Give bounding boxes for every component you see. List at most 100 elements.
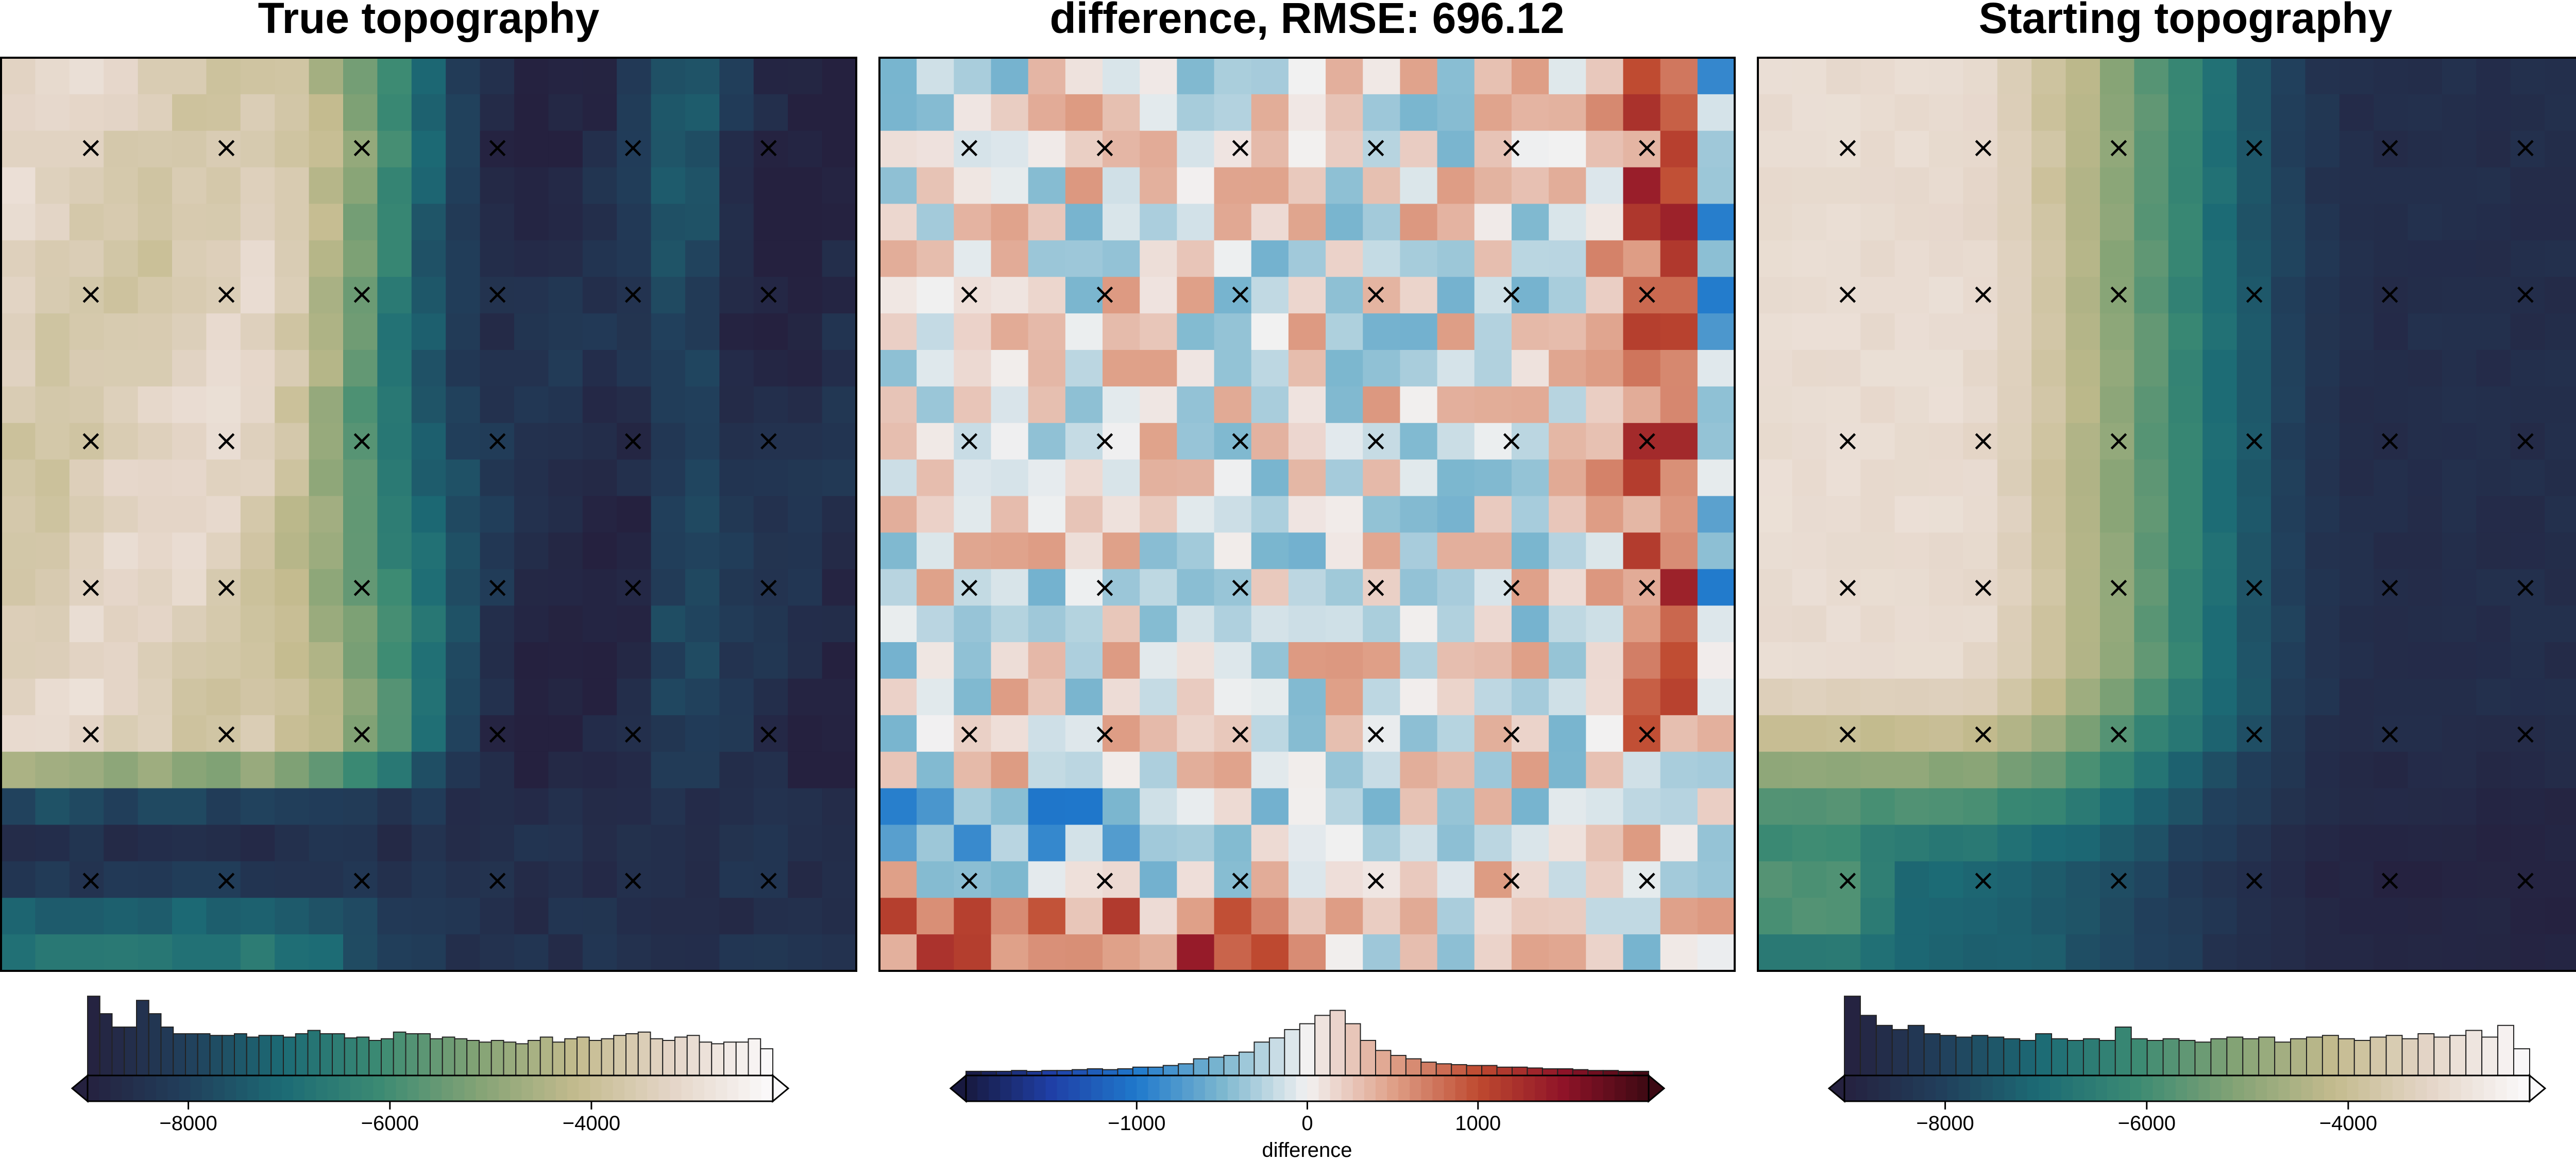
heatmap-cell xyxy=(1140,715,1178,752)
heatmap-cell xyxy=(1474,459,1512,497)
heatmap-cell xyxy=(1363,94,1401,131)
panel-difference: difference, RMSE: 696.12 × × × × × ×× × × × × ×× × ×… xyxy=(878,0,1736,1160)
heatmap-cell xyxy=(2031,715,2066,752)
colorbar-extend-high xyxy=(1648,1073,1666,1103)
heatmap-cell xyxy=(1963,825,1998,862)
heatmap-cell xyxy=(1437,934,1475,971)
heatmap-cell xyxy=(685,788,720,826)
grid-marker: × xyxy=(2107,424,2131,458)
heatmap-cell xyxy=(1251,825,1289,862)
heatmap-cell xyxy=(548,459,583,497)
heatmap-cell xyxy=(1929,898,1964,935)
heatmap-cell xyxy=(1251,861,1289,899)
heatmap-cell xyxy=(617,678,652,716)
heatmap-cell xyxy=(2031,934,2066,971)
heatmap-cell xyxy=(753,788,788,826)
heatmap-cell xyxy=(822,58,857,95)
heatmap-cell xyxy=(1860,240,1895,278)
heatmap-cell xyxy=(753,715,788,752)
heatmap-cell xyxy=(2168,678,2203,716)
heatmap-cell xyxy=(1826,94,1861,131)
colorbar-segment xyxy=(1432,1075,1445,1101)
heatmap-cell xyxy=(2510,277,2545,314)
heatmap-cell xyxy=(2031,94,2066,131)
heatmap-cell xyxy=(822,94,857,131)
heatmap-cell xyxy=(1697,898,1735,935)
heatmap-cell xyxy=(1792,423,1827,460)
heatmap-cell xyxy=(2168,240,2203,278)
heatmap-cell xyxy=(2545,423,2576,460)
heatmap-cell xyxy=(1103,861,1141,899)
heatmap-cell xyxy=(275,934,310,971)
heatmap-cell xyxy=(1474,350,1512,387)
heatmap-cell xyxy=(240,569,275,606)
heatmap-cell xyxy=(1997,58,2032,95)
heatmap-cell xyxy=(1400,642,1438,679)
heatmap-cell xyxy=(651,532,686,570)
heatmap-cell xyxy=(954,898,992,935)
heatmap-cell xyxy=(651,423,686,460)
heatmap-cell xyxy=(1140,898,1178,935)
heatmap-cell xyxy=(2510,496,2545,533)
heatmap-cell xyxy=(206,459,241,497)
heatmap-cell xyxy=(514,240,549,278)
heatmap-cell xyxy=(2476,130,2511,168)
heatmap-cell xyxy=(1103,496,1141,533)
colorbar-segment xyxy=(2427,1075,2439,1101)
heatmap-cell xyxy=(35,606,70,643)
colorbar-segment xyxy=(1182,1075,1194,1101)
heatmap-cell xyxy=(446,934,481,971)
histogram-bar xyxy=(1939,1035,1957,1076)
heatmap-cell xyxy=(753,532,788,570)
heatmap-cell xyxy=(1963,459,1998,497)
heatmap-cell xyxy=(582,861,617,899)
heatmap-cell xyxy=(788,642,823,679)
heatmap-cell xyxy=(2134,459,2169,497)
heatmap-cell xyxy=(685,459,720,497)
grid-marker: × xyxy=(621,570,645,604)
heatmap-cell xyxy=(2374,861,2409,899)
grid-marker: × xyxy=(621,717,645,751)
heatmap-cell xyxy=(1028,350,1066,387)
heatmap-cell xyxy=(2271,606,2306,643)
colorbar-segment xyxy=(1376,1075,1387,1101)
heatmap-cell xyxy=(1214,861,1252,899)
heatmap-cell xyxy=(2236,240,2272,278)
heatmap-cell xyxy=(917,240,955,278)
grid-marker: × xyxy=(214,570,239,604)
heatmap-cell xyxy=(2168,751,2203,789)
histogram-bar xyxy=(1360,1039,1377,1076)
heatmap-cell xyxy=(1586,642,1624,679)
colorbar-segment xyxy=(1500,1075,1513,1101)
grid-marker: × xyxy=(2107,131,2131,164)
heatmap-cell xyxy=(719,423,754,460)
heatmap-cell xyxy=(1929,204,1964,241)
heatmap-cell xyxy=(582,898,617,935)
heatmap-cell xyxy=(309,277,344,314)
grid-marker: × xyxy=(1971,864,1995,897)
colorbar-segment xyxy=(304,1075,317,1101)
grid-marker: × xyxy=(1228,717,1252,751)
heatmap-cell xyxy=(2305,751,2340,789)
heatmap-cell xyxy=(2408,678,2443,716)
heatmap-cell xyxy=(2100,459,2135,497)
heatmap-cell xyxy=(1929,386,1964,424)
heatmap-cell xyxy=(548,204,583,241)
colorbar-segment xyxy=(2244,1075,2256,1101)
grid-marker: × xyxy=(1228,424,1252,458)
histogram-bar xyxy=(2146,1039,2164,1076)
heatmap-cell xyxy=(69,715,104,752)
heatmap-cell xyxy=(2305,204,2340,241)
histogram-bar xyxy=(2130,1038,2148,1076)
heatmap-cell xyxy=(1400,386,1438,424)
colorbar-segment xyxy=(99,1075,111,1101)
heatmap-cell xyxy=(2271,898,2306,935)
heatmap-cell xyxy=(1065,861,1103,899)
heatmap-cell xyxy=(2339,130,2374,168)
heatmap-cell xyxy=(719,788,754,826)
heatmap-cell xyxy=(954,277,992,314)
heatmap-cell xyxy=(377,58,412,95)
heatmap-cell xyxy=(377,715,412,752)
heatmap-cell xyxy=(377,350,412,387)
heatmap-cell xyxy=(1623,167,1661,205)
